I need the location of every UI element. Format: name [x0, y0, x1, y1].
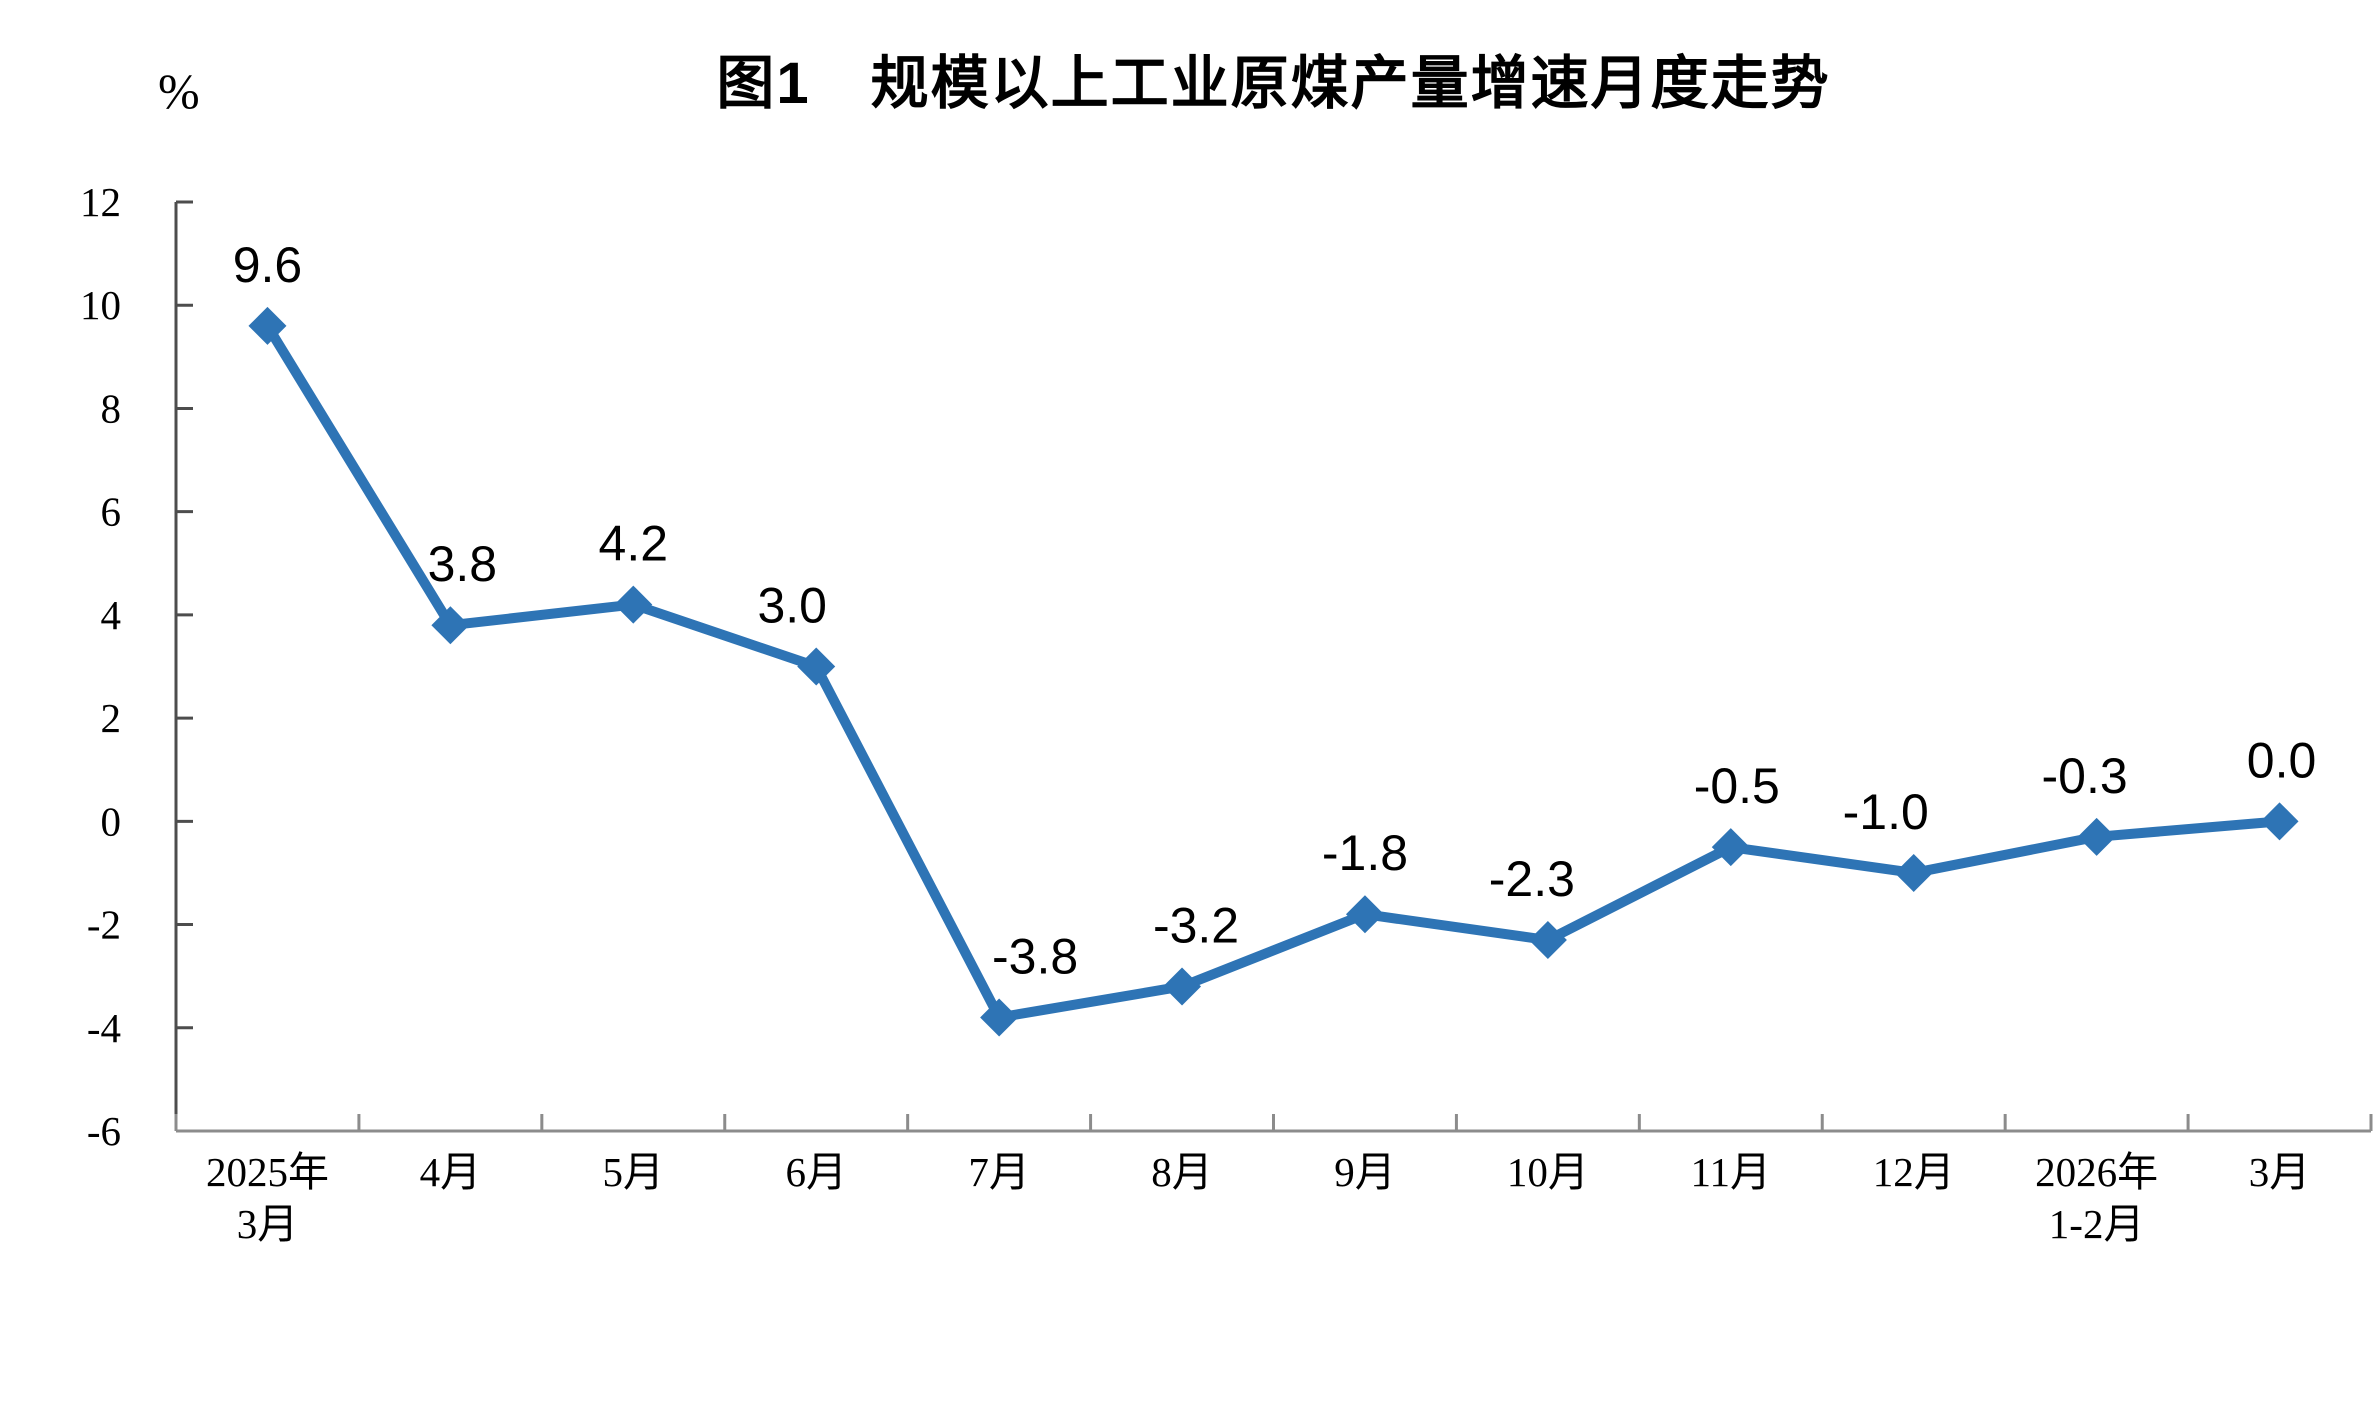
- x-tick-label: 1-2月: [2049, 1201, 2145, 1247]
- data-point-marker: [1894, 853, 1933, 892]
- series-line: [262, 320, 2285, 1023]
- data-label: 9.6: [233, 237, 303, 293]
- x-tick-label: 5月: [603, 1149, 665, 1195]
- x-tick-label: 11月: [1691, 1149, 1771, 1195]
- data-point-marker: [1163, 967, 1202, 1006]
- data-label: -0.3: [2042, 748, 2128, 804]
- x-tick-label: 8月: [1151, 1149, 1213, 1195]
- x-tick-label: 2025年: [206, 1149, 329, 1195]
- data-label: -0.5: [1694, 758, 1780, 814]
- x-tick-label: 3月: [237, 1201, 299, 1247]
- data-point-marker: [2260, 802, 2299, 841]
- data-point-marker: [2077, 817, 2116, 856]
- x-tick-label: 10月: [1507, 1149, 1589, 1195]
- y-tick-label: 8: [101, 385, 122, 431]
- data-point-marker: [614, 585, 653, 624]
- data-label: -3.8: [992, 928, 1078, 984]
- data-point-marker: [1711, 828, 1750, 867]
- y-tick-label: 0: [101, 798, 122, 844]
- y-tick-label: 12: [80, 179, 121, 225]
- y-tick-label: -6: [87, 1108, 121, 1154]
- data-point-marker: [797, 647, 836, 686]
- data-label: 3.0: [757, 578, 827, 634]
- y-tick-label: 4: [101, 592, 122, 638]
- x-tick-label: 6月: [785, 1149, 847, 1195]
- x-tick-label: 2026年: [2035, 1149, 2158, 1195]
- x-tick-label: 9月: [1334, 1149, 1396, 1195]
- y-tick-label: -2: [87, 902, 121, 948]
- chart-title: 图1 规模以上工业原煤产量增速月度走势: [716, 51, 1831, 116]
- data-label: 4.2: [599, 516, 669, 572]
- x-tick-label: 12月: [1873, 1149, 1955, 1195]
- x-tick-label: 4月: [420, 1149, 482, 1195]
- data-point-marker: [248, 306, 287, 345]
- data-label: 3.8: [428, 536, 498, 592]
- data-point-marker: [980, 998, 1019, 1037]
- y-tick-label: -4: [87, 1005, 121, 1051]
- data-point-marker: [431, 606, 470, 645]
- y-tick-label: 10: [80, 282, 121, 328]
- data-label: -1.0: [1843, 784, 1929, 840]
- x-tick-label: 3月: [2249, 1149, 2311, 1195]
- y-axis-unit-label: %: [158, 63, 200, 119]
- data-point-marker: [1528, 921, 1567, 960]
- data-label: 0.0: [2247, 732, 2317, 788]
- data-point-marker: [1345, 895, 1384, 934]
- data-label: -2.3: [1489, 851, 1575, 907]
- y-tick-label: 6: [101, 489, 122, 535]
- data-label: -3.2: [1153, 897, 1239, 953]
- data-label: -1.8: [1322, 825, 1408, 881]
- y-tick-label: 2: [101, 695, 122, 741]
- x-tick-label: 7月: [968, 1149, 1030, 1195]
